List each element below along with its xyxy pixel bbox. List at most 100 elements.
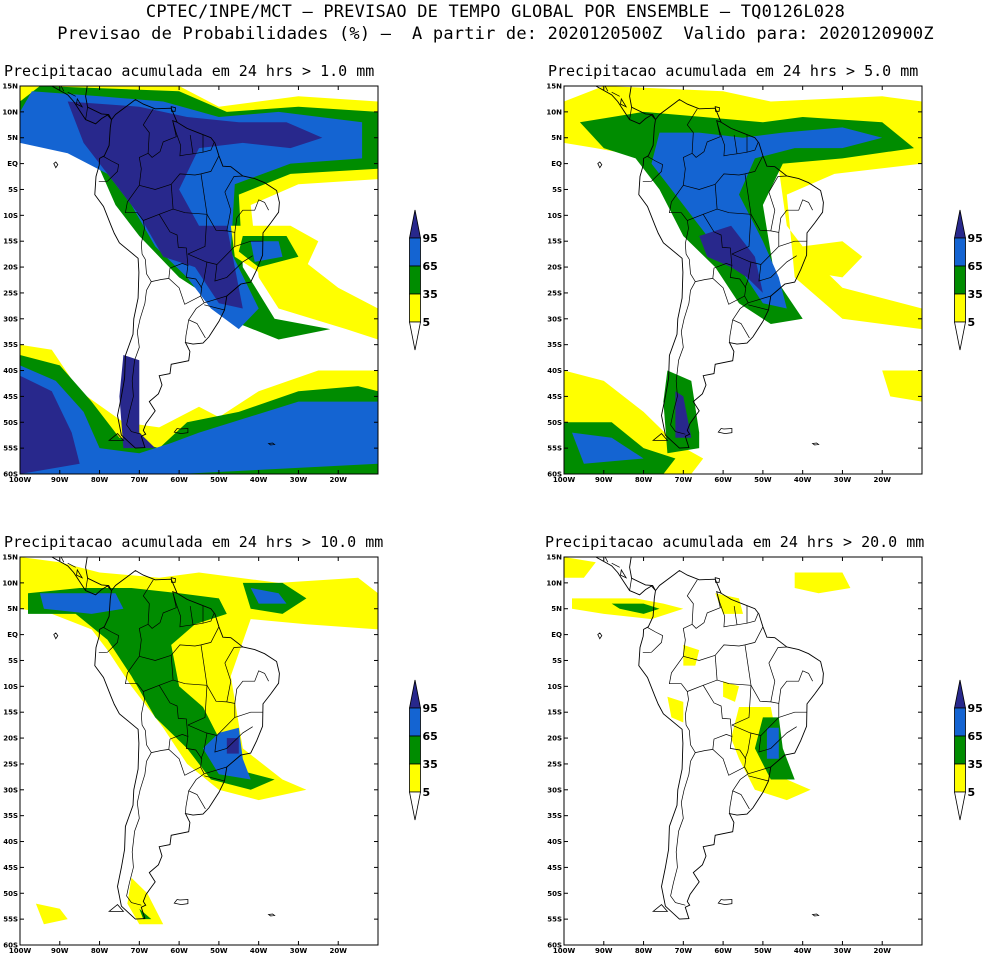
lat-label: 60S (547, 471, 562, 479)
country-border (214, 230, 253, 282)
colorbar: 95 65 35 5 (954, 679, 983, 821)
lon-label: 60W (714, 476, 732, 484)
country-border (60, 557, 65, 563)
country-border (732, 295, 750, 339)
colorbar-segment (954, 237, 966, 267)
lon-label: 30W (290, 947, 308, 955)
lat-label: 60S (3, 471, 18, 479)
lon-label: 20W (329, 947, 347, 955)
country-border (668, 656, 689, 726)
lat-label: 10S (547, 683, 562, 691)
lon-label: 40W (250, 947, 268, 955)
colorbar-label: 65 (423, 260, 438, 273)
country-border (126, 253, 152, 435)
country-border (744, 173, 752, 215)
prob-region-65-6 (572, 432, 644, 464)
lon-label: 100W (9, 947, 32, 955)
country-border (778, 240, 807, 247)
central-america-coast (564, 557, 656, 596)
lat-label: 15N (546, 83, 562, 91)
colorbar: 95 65 35 5 (954, 209, 983, 351)
lon-label: 60W (170, 947, 188, 955)
lat-label: 45S (547, 393, 562, 401)
country-border (703, 679, 771, 703)
prob-region-5-10 (882, 370, 922, 402)
colorbar-label: 95 (968, 702, 983, 715)
lat-label: 20S (547, 735, 562, 743)
country-border (731, 214, 752, 255)
lon-label: 70W (131, 947, 149, 955)
colorbar-bottom-arrow (954, 321, 966, 351)
map-panel-3: 15N 10N 5N EQ 5S 10S 15S 20S 25S 30S 35S 40S 45S 50S 5… (2, 554, 379, 955)
lon-label: 100W (553, 476, 576, 484)
country-border (733, 135, 738, 154)
prob-region-5-9 (35, 903, 68, 925)
island (267, 913, 276, 917)
lat-label: 40S (3, 838, 18, 846)
lat-label: 5S (8, 657, 18, 665)
lon-label: 20W (873, 947, 891, 955)
lat-label: 35S (3, 341, 18, 349)
prob-region-65-2 (651, 127, 883, 309)
country-border (748, 775, 769, 782)
lat-label: 5S (552, 657, 562, 665)
lon-label: 40W (794, 947, 812, 955)
country-border (611, 562, 620, 568)
island (714, 577, 720, 583)
island (651, 433, 669, 441)
country-border (768, 646, 787, 702)
country-border (731, 685, 752, 726)
country-border (67, 91, 76, 97)
country-border (189, 606, 194, 625)
prob-region-65-11 (250, 241, 283, 262)
island (53, 161, 59, 169)
country-border (758, 230, 797, 282)
lat-label: 15S (3, 238, 18, 246)
colorbar-top-arrow (409, 679, 421, 709)
lat-label: 35S (547, 341, 562, 349)
lon-label: 40W (794, 476, 812, 484)
map-frame (563, 556, 923, 946)
map-frame (563, 85, 923, 475)
country-border (629, 107, 632, 120)
lat-label: 5N (7, 134, 18, 142)
colorbar-segment (954, 707, 966, 737)
lat-label: 55S (3, 445, 18, 453)
country-border (187, 724, 217, 736)
island (170, 577, 176, 583)
header-title: CPTEC/INPE/MCT – PREVISAO DE TEMPO GLOBA… (145, 2, 846, 22)
lat-label: 10S (547, 212, 562, 220)
lat-label: 30S (3, 786, 18, 794)
country-border (85, 578, 88, 591)
lon-label: 70W (131, 476, 149, 484)
country-border (670, 253, 696, 435)
country-border (744, 644, 752, 686)
colorbar-label: 35 (968, 288, 983, 301)
lon-label: 40W (250, 476, 268, 484)
country-border (778, 199, 813, 233)
country-border (234, 711, 263, 718)
prob-region-65-6 (250, 588, 287, 604)
island (267, 442, 276, 446)
country-border (214, 701, 253, 753)
colorbar-label: 5 (968, 316, 976, 329)
country-border (729, 790, 734, 814)
lon-label: 50W (210, 476, 228, 484)
country-border (187, 253, 217, 265)
coastline (94, 98, 280, 449)
colorbar-segment (409, 707, 421, 737)
colorbar-segment (409, 293, 421, 323)
colorbar: 95 65 35 5 (409, 209, 438, 351)
probability-field (20, 86, 378, 474)
lat-label: 20S (547, 264, 562, 272)
country-border (170, 626, 220, 656)
lat-label: EQ (551, 160, 562, 168)
coastline (94, 569, 280, 920)
lat-label: 40S (547, 367, 562, 375)
lon-label: 80W (91, 947, 109, 955)
central-america-coast (20, 557, 112, 596)
map-panel-4: 15N 10N 5N EQ 5S 10S 15S 20S 25S 30S 35S 40S 45S 50S 5… (546, 554, 923, 955)
country-border (234, 670, 269, 704)
country-border (234, 199, 269, 233)
colorbar-label: 65 (423, 730, 438, 743)
